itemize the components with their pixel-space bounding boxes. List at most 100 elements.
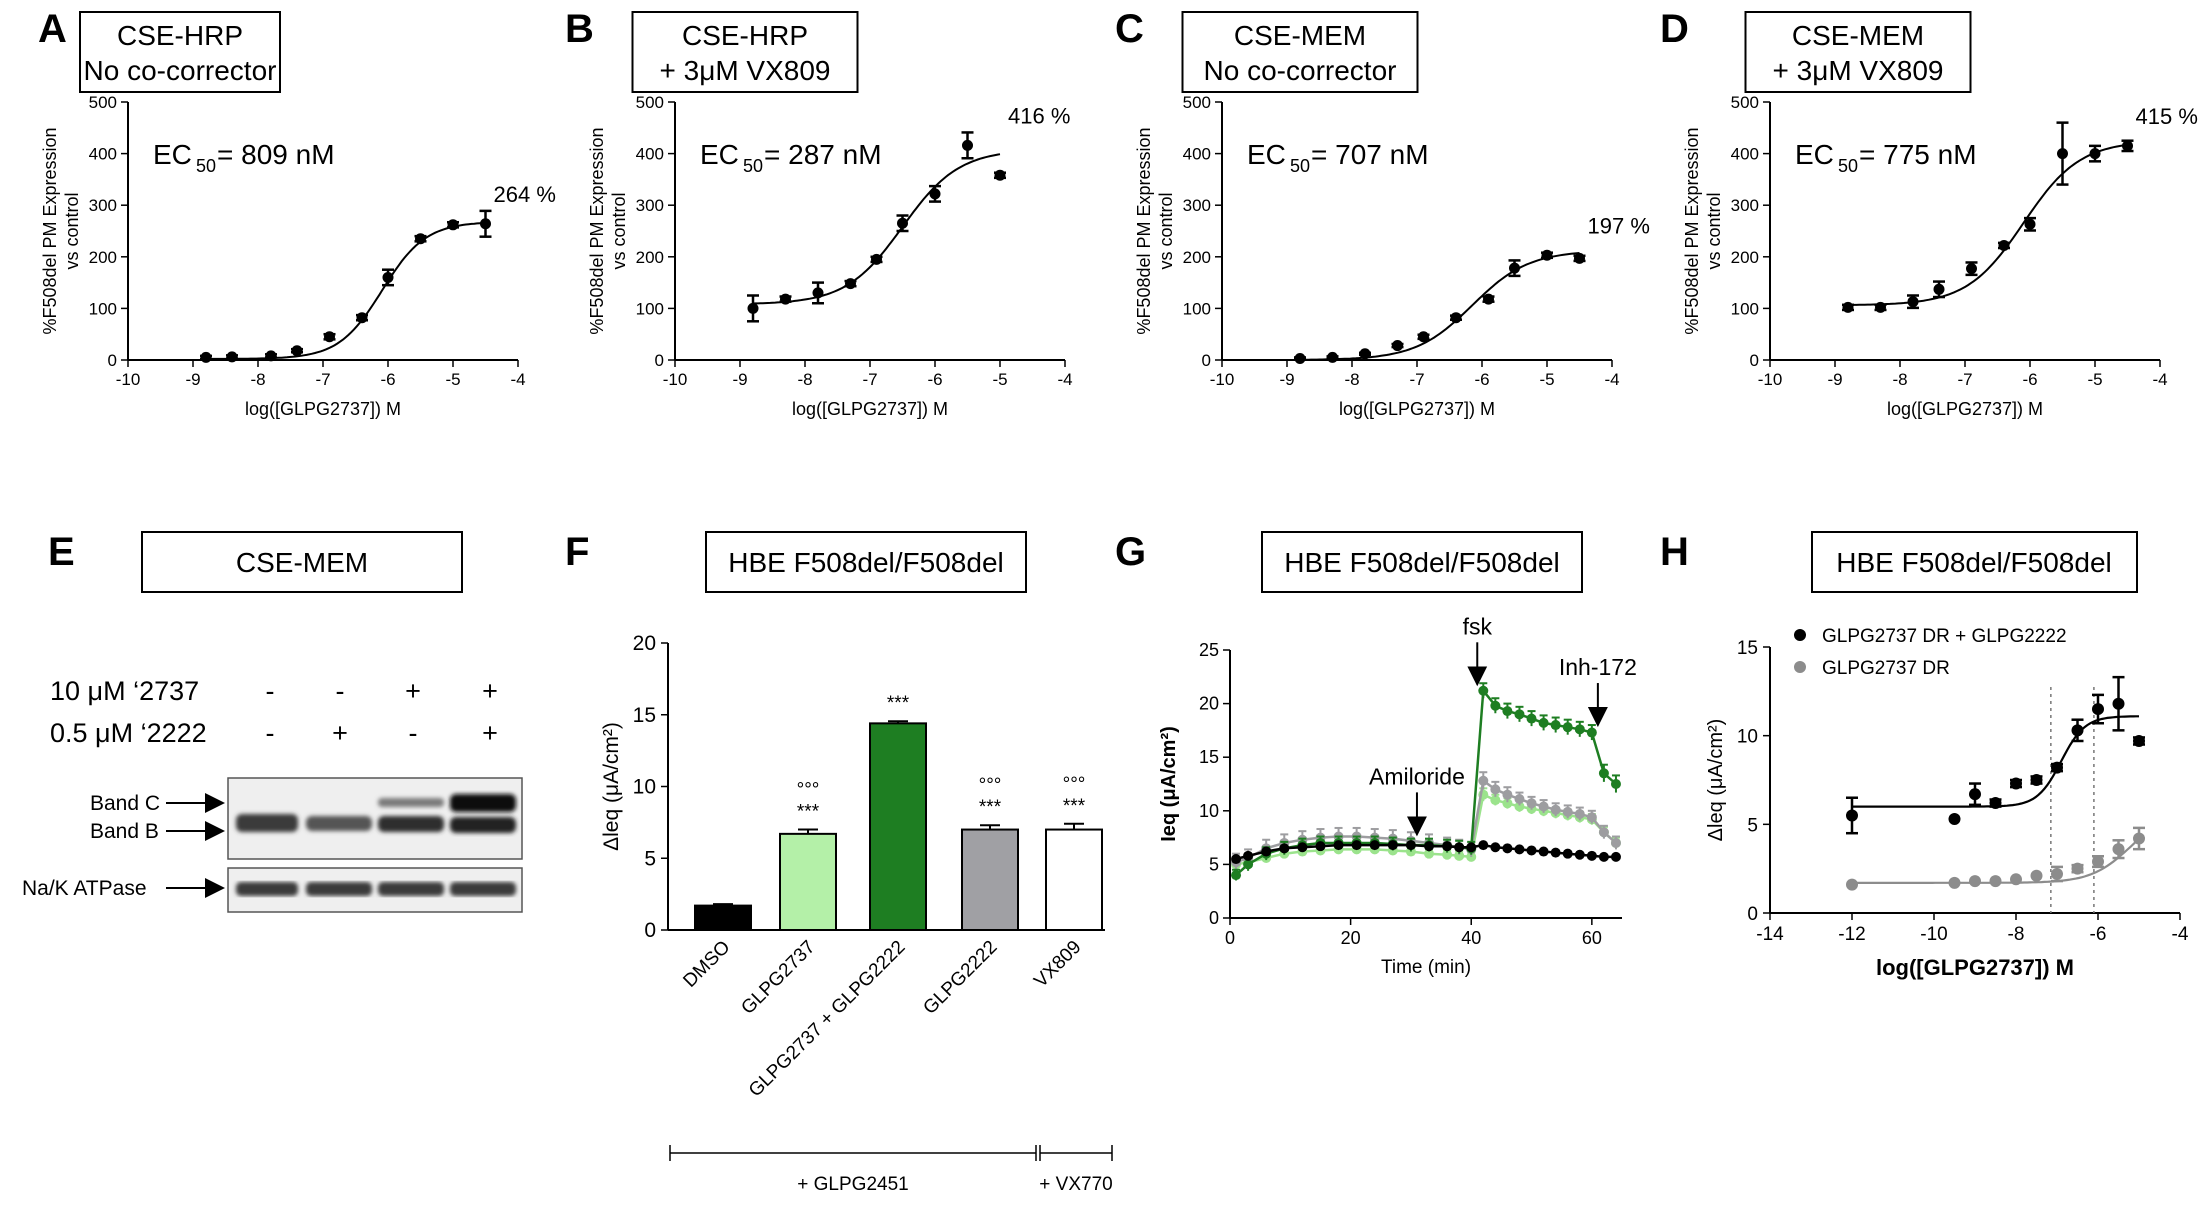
x-tick-label: -14 (1756, 924, 1784, 945)
data-point (1989, 875, 2002, 888)
x-tick-label: -6 (380, 370, 395, 389)
x-tick-label: -7 (315, 370, 330, 389)
panel-title-line1: CSE-HRP (117, 20, 243, 51)
data-point (1502, 706, 1513, 717)
band-b-lane3 (378, 816, 444, 832)
data-point (1907, 296, 1919, 308)
data-point (1351, 840, 1362, 851)
y-tick-label: 0 (1750, 351, 1759, 370)
category-label: GLPG2737 + GLPG2222 (745, 937, 910, 1102)
panel-title-box (1811, 531, 2138, 593)
data-point (1490, 784, 1501, 795)
event-label: Inh-172 (1559, 654, 1637, 680)
data-point (1610, 851, 1621, 862)
data-point (291, 345, 303, 357)
data-point (1483, 293, 1494, 305)
x-tick-label: -9 (732, 370, 747, 389)
y-axis-label: Ieq (μA/cm²) (1158, 726, 1180, 842)
data-point (1598, 851, 1609, 862)
y-axis-label-line2: vs control (62, 192, 82, 269)
data-point (1538, 846, 1549, 857)
data-point (1933, 283, 1945, 295)
x-tick-label: -4 (2172, 924, 2189, 945)
y-tick-label: 5 (1747, 815, 1758, 836)
y-tick-label: 0 (1209, 908, 1219, 928)
data-point (1502, 798, 1513, 809)
data-point (1478, 775, 1489, 786)
panel-e-title: CSE-MEM (236, 547, 368, 578)
panel-title-line2: No co-corrector (84, 55, 277, 86)
panel-title: HBE F508del/F508del (1284, 547, 1560, 578)
x-tick-label: -7 (1957, 370, 1972, 389)
x-tick-label: -4 (1057, 370, 1072, 389)
data-point (1359, 348, 1371, 360)
x-tick-label: -6 (1474, 370, 1489, 389)
data-point (2030, 869, 2043, 882)
x-tick-label: -9 (1827, 370, 1842, 389)
band-b-lane2 (306, 816, 372, 831)
data-point (1297, 842, 1308, 853)
x-tick-label: -4 (510, 370, 525, 389)
data-point (1610, 837, 1621, 848)
category-label: GLPG2737 (737, 937, 819, 1019)
legend-label: GLPG2737 DR (1822, 658, 1950, 679)
data-point (2010, 777, 2022, 790)
band-c-label: Band C (90, 792, 160, 815)
y-tick-label: 400 (636, 145, 664, 164)
y-tick-label: 20 (1199, 694, 1219, 714)
y-axis-label-line1: %F508del PM Expression (1682, 127, 1702, 334)
max-response-label: 264 % (494, 182, 556, 207)
category-label: GLPG2222 (919, 937, 1001, 1019)
y-tick-label: 10 (1737, 727, 1758, 748)
data-point (1514, 709, 1525, 720)
data-point (1550, 720, 1561, 731)
data-point (1598, 768, 1609, 779)
ec50-subscript: 50 (743, 156, 763, 176)
panel-letter-f: F (565, 530, 589, 574)
x-tick-label: -9 (1279, 370, 1294, 389)
lane3-sign-2222: - (409, 718, 418, 748)
data-point (1526, 845, 1537, 856)
atpase-lane1 (236, 882, 298, 896)
atpase-lane2 (306, 882, 372, 896)
data-point (2092, 703, 2104, 716)
data-point (1574, 809, 1585, 820)
panel-title-box (631, 11, 859, 93)
legend: GLPG2737 DR + GLPG2222 GLPG2737 DR (1794, 626, 2067, 679)
y-tick-label: 15 (633, 704, 656, 727)
data-point (897, 217, 908, 229)
x-tick-label: -5 (2087, 370, 2102, 389)
significance-label: °°° (797, 780, 820, 801)
max-response-label: 415 % (2136, 104, 2198, 129)
x-tick-label: -5 (445, 370, 460, 389)
x-tick-label: -4 (1604, 370, 1619, 389)
data-point (1369, 840, 1380, 851)
legend-marker (1794, 629, 1806, 641)
data-point (2071, 724, 2084, 737)
fit-curve (1299, 252, 1580, 361)
series-light-green (1231, 787, 1621, 870)
data-point (226, 351, 238, 363)
data-point (2089, 148, 2101, 160)
lane1-sign-2222: - (266, 718, 275, 748)
band-b-label: Band B (90, 820, 159, 843)
data-point (2122, 140, 2133, 152)
y-tick-label: 500 (1731, 93, 1759, 112)
lane3-sign-2737: + (405, 676, 421, 706)
band-b-lane1 (236, 814, 298, 832)
panel-letter-a: A (38, 7, 67, 51)
event-label: fsk (1463, 613, 1493, 639)
data-point (2092, 855, 2104, 868)
x-tick-label: -8 (797, 370, 812, 389)
data-point (1562, 722, 1573, 733)
bracket-label: + GLPG2451 (797, 1174, 908, 1195)
y-tick-label: 0 (1202, 351, 1211, 370)
data-point (1538, 717, 1549, 728)
data-point (2071, 862, 2084, 875)
data-point (2010, 873, 2022, 886)
data-point (1418, 331, 1429, 343)
fit-curve (1847, 143, 2128, 306)
y-axis-label-line1: %F508del PM Expression (587, 127, 607, 334)
data-point (1574, 724, 1585, 735)
